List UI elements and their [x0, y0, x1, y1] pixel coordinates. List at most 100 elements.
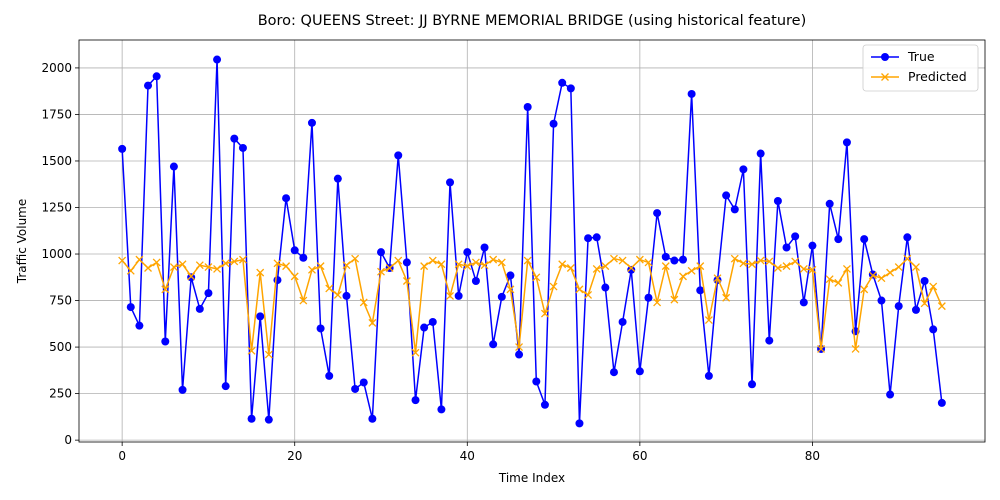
data-point — [592, 264, 601, 273]
data-point — [428, 317, 437, 326]
data-point — [920, 277, 929, 286]
data-point — [282, 194, 291, 203]
data-point — [126, 266, 135, 275]
legend-item-predicted: Predicted — [871, 69, 967, 84]
data-point — [722, 293, 731, 302]
y-tick-label: 2000 — [41, 61, 72, 75]
data-point — [670, 295, 679, 304]
data-point — [911, 305, 920, 314]
data-point — [420, 262, 429, 271]
data-point — [817, 344, 826, 353]
data-point — [437, 260, 446, 269]
data-point — [937, 398, 946, 407]
data-point — [687, 266, 696, 275]
data-point — [609, 368, 618, 377]
data-point — [903, 233, 912, 242]
y-tick-label: 1000 — [41, 247, 72, 261]
data-point — [610, 254, 618, 263]
data-point — [842, 264, 851, 273]
data-point — [661, 252, 670, 261]
data-point — [834, 278, 843, 287]
y-tick-label: 0 — [64, 433, 72, 447]
data-point — [515, 350, 524, 359]
data-point — [506, 285, 515, 294]
data-point — [497, 258, 506, 267]
data-point — [411, 396, 420, 405]
data-point — [342, 291, 351, 300]
data-point — [178, 260, 187, 269]
data-point — [377, 267, 385, 276]
data-point — [773, 264, 782, 272]
legend-marker — [881, 53, 889, 61]
data-point — [221, 382, 230, 391]
data-point — [221, 259, 230, 268]
data-point — [730, 205, 739, 214]
x-tick-label: 0 — [118, 449, 126, 463]
data-point — [333, 174, 342, 183]
data-point — [765, 257, 774, 266]
data-point — [152, 72, 161, 81]
data-point — [411, 348, 420, 357]
data-point — [868, 271, 877, 280]
data-point — [756, 256, 765, 265]
data-point — [247, 414, 256, 423]
data-point — [558, 260, 567, 269]
data-point — [627, 265, 636, 274]
data-point — [799, 264, 808, 273]
legend-label: True — [907, 49, 935, 64]
data-point — [428, 256, 437, 265]
data-point — [195, 261, 204, 270]
data-point — [169, 263, 178, 272]
data-point — [627, 264, 636, 272]
data-point — [661, 262, 670, 271]
data-point — [377, 248, 385, 257]
data-point — [540, 400, 549, 409]
series-true — [118, 55, 946, 428]
data-point — [480, 261, 489, 270]
data-point — [756, 149, 765, 158]
data-point — [644, 293, 653, 302]
data-point — [325, 284, 334, 293]
data-point — [264, 415, 273, 424]
data-point — [877, 296, 886, 305]
legend: True Predicted — [862, 44, 979, 92]
data-point — [161, 285, 170, 294]
data-point — [307, 118, 316, 127]
data-point — [290, 272, 299, 281]
data-point — [549, 282, 558, 291]
data-point — [471, 258, 480, 267]
data-point — [187, 272, 196, 281]
data-point — [506, 271, 515, 280]
data-point — [515, 343, 524, 352]
data-point — [204, 289, 213, 298]
data-point — [584, 234, 593, 243]
series-line — [121, 59, 943, 424]
y-axis: 0 250 500 750 1000 1250 1500 1750 2000 — [41, 61, 79, 447]
y-tick-label: 1500 — [41, 154, 72, 168]
x-tick-label: 60 — [632, 449, 647, 463]
data-point — [653, 209, 662, 218]
data-point — [920, 299, 929, 308]
data-point — [351, 384, 360, 393]
data-point — [791, 257, 800, 266]
data-point — [937, 302, 946, 311]
data-point — [118, 144, 127, 153]
data-point — [299, 253, 308, 262]
data-point — [532, 273, 541, 282]
data-point — [834, 235, 843, 244]
data-point — [230, 134, 239, 143]
data-point — [126, 303, 135, 312]
data-point — [894, 263, 903, 272]
data-point — [592, 233, 601, 242]
data-point — [704, 371, 713, 380]
data-point — [782, 262, 791, 271]
data-point — [480, 243, 489, 252]
data-point — [308, 265, 316, 274]
data-point — [618, 256, 627, 265]
data-point — [368, 318, 377, 327]
data-point — [799, 298, 808, 307]
data-point — [359, 298, 368, 307]
data-point — [256, 312, 265, 321]
